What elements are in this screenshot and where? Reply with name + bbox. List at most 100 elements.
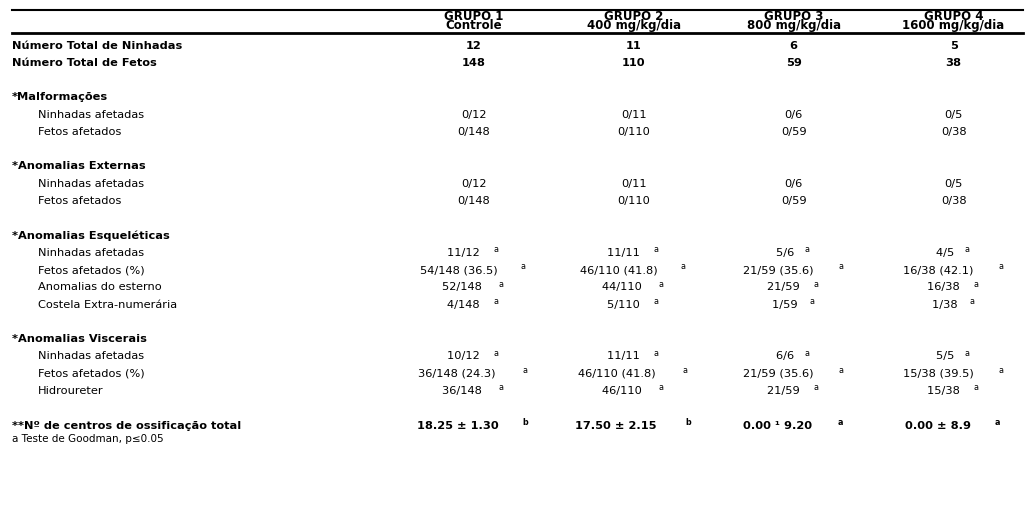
Text: 0/38: 0/38 — [941, 127, 967, 137]
Text: 0/11: 0/11 — [621, 110, 647, 120]
Text: 16/38 a: 16/38 a — [932, 283, 975, 292]
Text: Ninhadas afetadas: Ninhadas afetadas — [37, 179, 144, 189]
Text: 16/38: 16/38 — [927, 283, 964, 292]
Text: 0/59: 0/59 — [780, 127, 806, 137]
Text: 59: 59 — [786, 58, 801, 68]
Text: a: a — [683, 366, 687, 375]
Text: 0/148: 0/148 — [457, 196, 490, 206]
Text: a: a — [969, 297, 974, 306]
Text: a: a — [494, 297, 499, 306]
Text: a: a — [680, 262, 685, 271]
Text: a: a — [998, 366, 1003, 375]
Text: 1/38: 1/38 — [932, 300, 960, 310]
Text: a: a — [974, 383, 979, 392]
Text: a: a — [654, 349, 659, 358]
Text: 18.25 ± 1.30: 18.25 ± 1.30 — [417, 420, 499, 431]
Text: 0/110: 0/110 — [617, 127, 650, 137]
Text: Fetos afetados (%): Fetos afetados (%) — [37, 265, 144, 275]
Text: a: a — [804, 349, 809, 358]
Text: 1/59 a: 1/59 a — [775, 300, 811, 310]
Text: 44/110 a: 44/110 a — [609, 283, 659, 292]
Text: a: a — [499, 280, 503, 289]
Text: 11/11 a: 11/11 a — [612, 351, 655, 361]
Text: Fetos afetados (%): Fetos afetados (%) — [37, 369, 144, 379]
Text: *Anomalias Externas: *Anomalias Externas — [11, 161, 145, 172]
Text: 110: 110 — [622, 58, 646, 68]
Text: 1/38 a: 1/38 a — [936, 300, 972, 310]
Text: a: a — [809, 297, 815, 306]
Text: 400 mg/kg/dia: 400 mg/kg/dia — [587, 18, 681, 32]
Text: 6/6: 6/6 — [776, 351, 798, 361]
Text: 6/6 a: 6/6 a — [779, 351, 808, 361]
Text: 0.00 ¹ 9.20: 0.00 ¹ 9.20 — [743, 420, 817, 431]
Text: 10/12: 10/12 — [447, 351, 483, 361]
Text: a: a — [523, 366, 528, 375]
Text: 21/59 a: 21/59 a — [772, 283, 816, 292]
Text: 17.50 ± 2.15: 17.50 ± 2.15 — [574, 420, 660, 431]
Text: 15/38 a: 15/38 a — [932, 386, 975, 396]
Text: 15/38 (39.5) a: 15/38 (39.5) a — [913, 369, 995, 379]
Text: **Nº de centros de ossificação total: **Nº de centros de ossificação total — [11, 420, 241, 431]
Text: 0.00 ¹ 9.20 a: 0.00 ¹ 9.20 a — [753, 420, 834, 431]
Text: *Malformações: *Malformações — [11, 92, 108, 102]
Text: GRUPO 4: GRUPO 4 — [924, 10, 983, 23]
Text: 12: 12 — [466, 40, 481, 51]
Text: 4/148: 4/148 — [447, 300, 483, 310]
Text: 38: 38 — [946, 58, 962, 68]
Text: a: a — [494, 245, 499, 254]
Text: 18.25 ± 1.30b: 18.25 ± 1.30b — [428, 420, 519, 431]
Text: Ninhadas afetadas: Ninhadas afetadas — [37, 248, 144, 258]
Text: 5/6 a: 5/6 a — [779, 248, 808, 258]
Text: Fetos afetados: Fetos afetados — [37, 196, 121, 206]
Text: Fetos afetados: Fetos afetados — [37, 127, 121, 137]
Text: 11/11: 11/11 — [607, 351, 644, 361]
Text: 0/110: 0/110 — [617, 196, 650, 206]
Text: a: a — [965, 349, 970, 358]
Text: 5/6: 5/6 — [776, 248, 798, 258]
Text: 36/148 (24.3): 36/148 (24.3) — [418, 369, 499, 379]
Text: 46/110 (41.8) a: 46/110 (41.8) a — [590, 369, 678, 379]
Text: Número Total de Fetos: Número Total de Fetos — [11, 58, 156, 68]
Text: 15/38: 15/38 — [927, 386, 964, 396]
Text: 0/6: 0/6 — [785, 179, 803, 189]
Text: 46/110 (41.8): 46/110 (41.8) — [579, 369, 659, 379]
Text: 5/5: 5/5 — [937, 351, 958, 361]
Text: a Teste de Goodman, p≤0.05: a Teste de Goodman, p≤0.05 — [11, 435, 164, 444]
Text: 46/110 (41.8)a: 46/110 (41.8)a — [591, 265, 676, 275]
Text: 21/59 a: 21/59 a — [772, 386, 816, 396]
Text: *Anomalias Esqueléticas: *Anomalias Esqueléticas — [11, 230, 170, 241]
Text: 1600 mg/kg/dia: 1600 mg/kg/dia — [903, 18, 1005, 32]
Text: 0/59: 0/59 — [780, 196, 806, 206]
Text: 4/5 a: 4/5 a — [939, 248, 968, 258]
Text: 36/148 (24.3) a: 36/148 (24.3) a — [430, 369, 518, 379]
Text: 4/148 a: 4/148 a — [452, 300, 495, 310]
Text: a: a — [995, 418, 1001, 426]
Text: a: a — [494, 349, 499, 358]
Text: 10/12 a: 10/12 a — [452, 351, 496, 361]
Text: 21/59 (35.6) a: 21/59 (35.6) a — [753, 265, 834, 275]
Text: a: a — [521, 262, 526, 271]
Text: 1/59: 1/59 — [771, 300, 801, 310]
Text: a: a — [654, 297, 659, 306]
Text: 6: 6 — [790, 40, 798, 51]
Text: 0/38: 0/38 — [941, 196, 967, 206]
Text: *Anomalias Viscerais: *Anomalias Viscerais — [11, 334, 147, 344]
Text: GRUPO 3: GRUPO 3 — [764, 10, 823, 23]
Text: 15/38 (39.5): 15/38 (39.5) — [903, 369, 977, 379]
Text: 4/5: 4/5 — [937, 248, 958, 258]
Text: 0/12: 0/12 — [461, 110, 486, 120]
Text: 0/12: 0/12 — [461, 179, 486, 189]
Text: 0/6: 0/6 — [785, 110, 803, 120]
Text: 21/59: 21/59 — [767, 386, 803, 396]
Text: 11: 11 — [626, 40, 642, 51]
Text: Ninhadas afetadas: Ninhadas afetadas — [37, 110, 144, 120]
Text: GRUPO 2: GRUPO 2 — [604, 10, 663, 23]
Text: 5/5 a: 5/5 a — [939, 351, 968, 361]
Text: 5/110: 5/110 — [607, 300, 644, 310]
Text: 16/38 (42.1): 16/38 (42.1) — [903, 265, 977, 275]
Text: a: a — [658, 383, 663, 392]
Text: Hidroureter: Hidroureter — [37, 386, 104, 396]
Text: 46/110 (41.8): 46/110 (41.8) — [581, 265, 658, 275]
Text: 0/5: 0/5 — [944, 179, 963, 189]
Text: 800 mg/kg/dia: 800 mg/kg/dia — [746, 18, 840, 32]
